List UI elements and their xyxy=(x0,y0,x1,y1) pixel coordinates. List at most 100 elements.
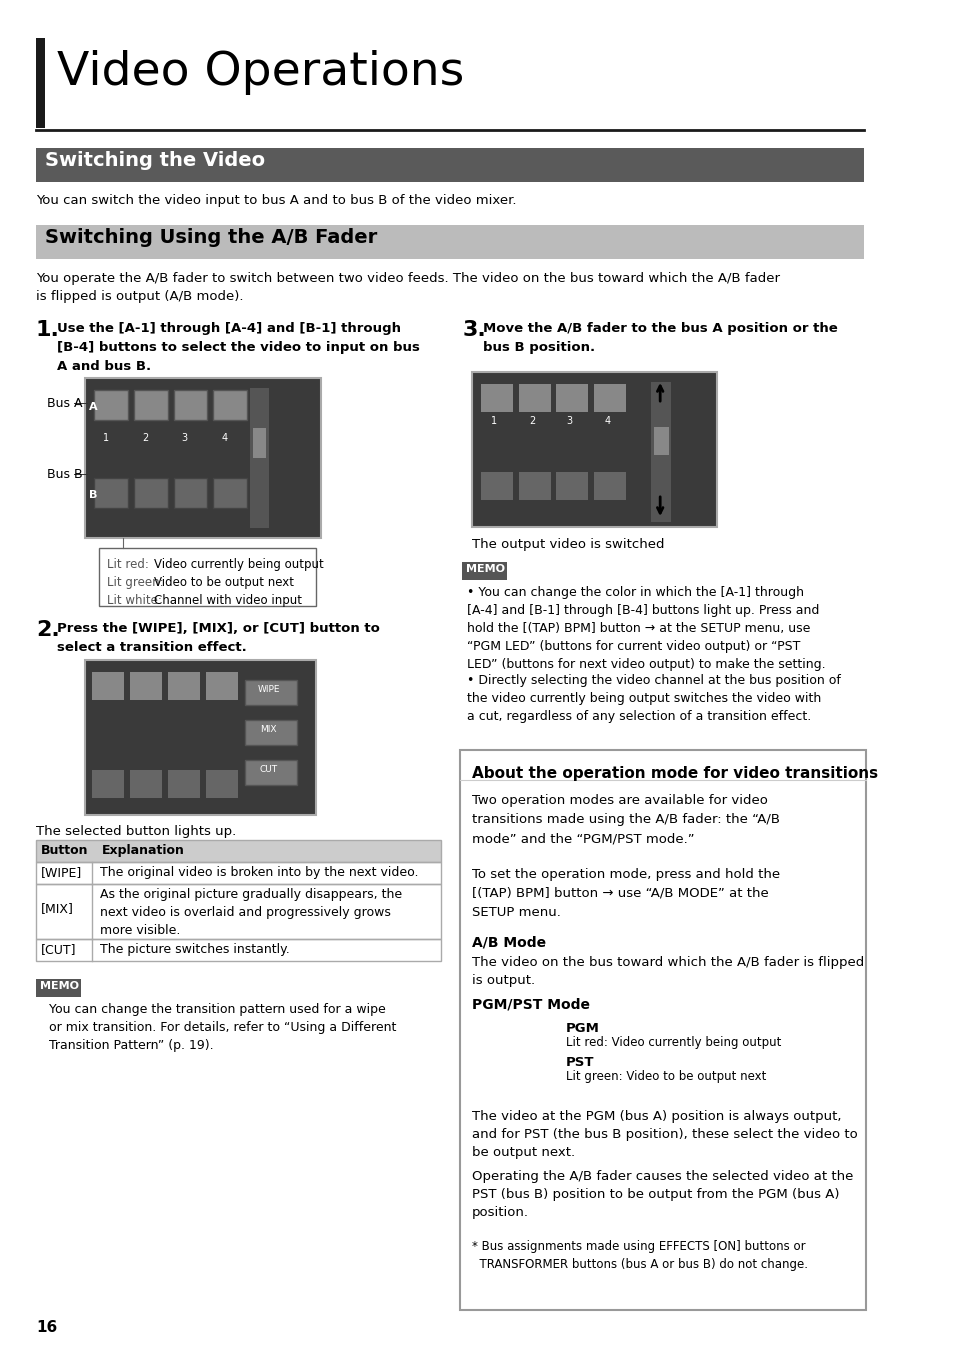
Bar xyxy=(213,478,247,508)
Text: Lit white:: Lit white: xyxy=(107,594,161,607)
Bar xyxy=(515,1057,531,1072)
Text: The output video is switched: The output video is switched xyxy=(471,538,663,551)
Text: • Directly selecting the video channel at the bus position of
the video currentl: • Directly selecting the video channel a… xyxy=(466,674,840,723)
Bar xyxy=(213,390,247,420)
Text: B: B xyxy=(89,490,97,500)
Text: Bus B: Bus B xyxy=(47,468,83,481)
Bar xyxy=(480,473,513,500)
Bar xyxy=(518,385,550,412)
Text: About the operation mode for video transitions: About the operation mode for video trans… xyxy=(471,766,877,781)
Bar xyxy=(475,1024,491,1037)
Text: MEMO: MEMO xyxy=(40,982,78,991)
Bar xyxy=(173,478,207,508)
Bar xyxy=(99,548,315,607)
Bar xyxy=(94,478,128,508)
Text: [WIPE]: [WIPE] xyxy=(41,867,82,879)
Bar xyxy=(133,390,168,420)
Text: 1: 1 xyxy=(491,416,497,427)
Text: Explanation: Explanation xyxy=(102,844,185,857)
Text: PGM: PGM xyxy=(565,1022,599,1034)
Bar xyxy=(459,750,865,1311)
Text: Lit green: Video to be output next: Lit green: Video to be output next xyxy=(565,1070,765,1083)
Text: Channel with video input: Channel with video input xyxy=(153,594,301,607)
Text: MEMO: MEMO xyxy=(465,565,504,574)
Bar xyxy=(471,372,716,527)
Bar xyxy=(471,372,716,527)
Text: WIPE: WIPE xyxy=(257,685,280,695)
Bar xyxy=(36,940,441,961)
Text: The video at the PGM (bus A) position is always output,
and for PST (the bus B p: The video at the PGM (bus A) position is… xyxy=(471,1110,857,1159)
Text: You can change the transition pattern used for a wipe
or mix transition. For det: You can change the transition pattern us… xyxy=(49,1003,396,1052)
Text: You operate the A/B fader to switch between two video feeds. The video on the bu: You operate the A/B fader to switch betw… xyxy=(36,272,779,303)
Bar xyxy=(130,672,162,700)
Text: PGM/PST Mode: PGM/PST Mode xyxy=(471,998,589,1011)
Bar xyxy=(173,478,207,508)
Bar xyxy=(245,680,296,705)
Text: 2: 2 xyxy=(142,433,149,443)
Text: PST: PST xyxy=(565,1056,594,1070)
Text: The picture switches instantly.: The picture switches instantly. xyxy=(100,942,290,956)
Bar xyxy=(245,760,296,785)
Text: [MIX]: [MIX] xyxy=(41,902,73,915)
Text: Operating the A/B fader causes the selected video at the
PST (bus B) position to: Operating the A/B fader causes the selec… xyxy=(471,1170,852,1219)
Bar xyxy=(480,385,513,412)
Text: Video Operations: Video Operations xyxy=(56,50,463,95)
Bar xyxy=(250,389,269,528)
Bar xyxy=(213,478,247,508)
Bar xyxy=(36,839,441,862)
Text: 2: 2 xyxy=(528,416,535,427)
Bar xyxy=(36,225,863,259)
Text: Move the A/B fader to the bus A position or the
bus B position.: Move the A/B fader to the bus A position… xyxy=(482,322,837,353)
Bar xyxy=(245,720,296,745)
Text: Switching the Video: Switching the Video xyxy=(45,152,265,171)
Text: 1: 1 xyxy=(103,433,109,443)
Text: A: A xyxy=(472,1026,477,1034)
Text: Lit red:: Lit red: xyxy=(107,558,149,571)
Text: MIX: MIX xyxy=(260,724,276,734)
Text: Switching Using the A/B Fader: Switching Using the A/B Fader xyxy=(45,227,377,246)
Text: * Bus assignments made using EFFECTS [ON] buttons or
  TRANSFORMER buttons (bus : * Bus assignments made using EFFECTS [ON… xyxy=(471,1240,806,1271)
Bar xyxy=(36,979,81,997)
Bar xyxy=(130,770,162,798)
Bar xyxy=(85,378,320,538)
Bar xyxy=(92,672,124,700)
Text: 1.: 1. xyxy=(36,320,60,340)
Text: B: B xyxy=(472,1062,477,1070)
Bar xyxy=(133,390,168,420)
Text: Video to be output next: Video to be output next xyxy=(153,575,294,589)
Bar xyxy=(92,770,124,798)
Bar xyxy=(515,1024,531,1037)
Bar xyxy=(36,148,863,181)
Bar xyxy=(475,1057,491,1072)
Bar xyxy=(94,390,128,420)
Text: CUT: CUT xyxy=(259,765,277,774)
Bar xyxy=(36,839,441,862)
Text: 16: 16 xyxy=(36,1320,57,1335)
Bar xyxy=(85,378,320,538)
Text: The video on the bus toward which the A/B fader is flipped
is output.: The video on the bus toward which the A/… xyxy=(471,956,862,987)
Bar xyxy=(518,473,550,500)
Text: 2.: 2. xyxy=(36,620,59,640)
Bar xyxy=(556,385,588,412)
Text: Press the [WIPE], [MIX], or [CUT] button to
select a transition effect.: Press the [WIPE], [MIX], or [CUT] button… xyxy=(56,621,379,654)
Bar xyxy=(94,390,128,420)
Text: Lit red: Video currently being output: Lit red: Video currently being output xyxy=(565,1036,781,1049)
Text: Bus A: Bus A xyxy=(47,397,83,410)
Text: • You can change the color in which the [A-1] through
[A-4] and [B-1] through [B: • You can change the color in which the … xyxy=(466,586,824,672)
Bar xyxy=(594,473,625,500)
Bar xyxy=(245,720,296,745)
Bar xyxy=(535,1057,550,1072)
Bar xyxy=(133,478,168,508)
Text: The selected button lights up.: The selected button lights up. xyxy=(36,825,235,838)
Bar xyxy=(36,38,45,129)
Bar xyxy=(535,1024,550,1037)
Bar xyxy=(253,428,266,458)
Bar xyxy=(85,659,315,815)
Bar xyxy=(85,659,315,815)
Bar xyxy=(245,680,296,705)
Text: 3: 3 xyxy=(182,433,188,443)
Bar xyxy=(461,562,507,580)
Bar xyxy=(495,1057,511,1072)
Bar xyxy=(206,672,237,700)
Text: To set the operation mode, press and hold the
[(TAP) BPM] button → use “A/B MODE: To set the operation mode, press and hol… xyxy=(471,868,779,919)
